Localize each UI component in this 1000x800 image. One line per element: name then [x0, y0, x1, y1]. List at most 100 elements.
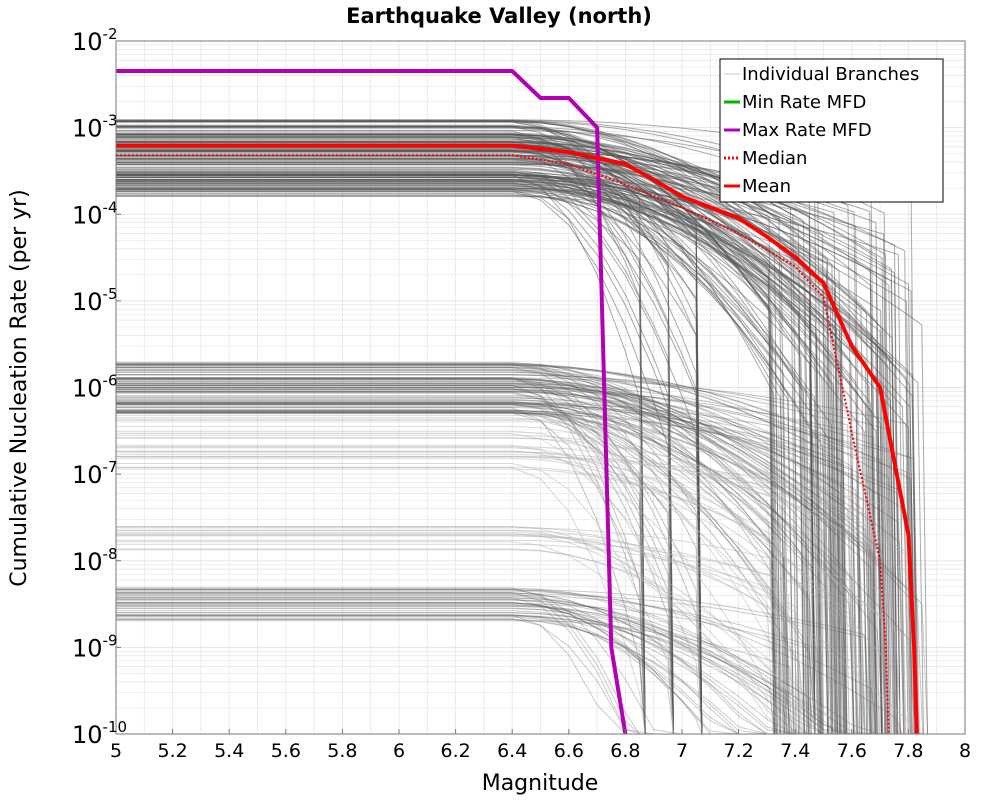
branch-line: [116, 185, 823, 735]
x-tick-label: 7.8: [893, 740, 923, 762]
branch-line: [116, 363, 859, 735]
branch-line: [116, 378, 869, 735]
legend-label: Individual Branches: [742, 64, 919, 85]
branch-line: [116, 385, 911, 735]
branch-line: [116, 409, 775, 735]
branch-line: [116, 403, 674, 735]
branch-line: [116, 392, 674, 735]
y-tick-label: 10-5: [72, 285, 118, 316]
branch-line: [116, 388, 816, 735]
branch-line: [116, 409, 809, 735]
y-tick-label: 10-9: [72, 631, 118, 662]
branch-line: [116, 412, 646, 735]
series-median: [116, 154, 890, 735]
branch-line: [116, 444, 646, 735]
branch-line: [116, 526, 925, 735]
chart-title: Earthquake Valley (north): [346, 4, 652, 28]
branch-line: [116, 366, 858, 735]
x-tick-label: 5.6: [271, 740, 301, 762]
branch-line: [116, 411, 785, 735]
branch-line: [116, 604, 674, 735]
branch-line: [116, 402, 832, 735]
branch-line: [116, 364, 895, 735]
branch-line: [116, 411, 793, 735]
legend-label: Mean: [742, 176, 791, 197]
y-tick-label: 10-8: [72, 545, 118, 576]
branch-line: [116, 590, 878, 735]
branch-line: [116, 602, 785, 735]
branch-line: [116, 181, 674, 735]
x-tick-label: 5.4: [214, 740, 244, 762]
branch-line: [116, 377, 703, 735]
branch-line: [116, 387, 674, 735]
x-tick-label: 7.2: [723, 740, 753, 762]
branch-line: [116, 158, 782, 735]
x-tick-label: 8: [959, 740, 971, 762]
branch-line: [116, 403, 674, 735]
branch-line: [116, 404, 913, 735]
legend: Individual Branches Min Rate MFD Max Rate …: [719, 58, 944, 203]
branch-line: [116, 388, 778, 735]
branch-line: [116, 189, 842, 735]
branch-line: [116, 378, 854, 735]
branch-line: [116, 405, 847, 735]
branch-line: [116, 386, 868, 735]
branch-line: [116, 411, 646, 735]
branch-line: [116, 463, 674, 735]
branch-line: [116, 378, 646, 735]
branch-line: [116, 149, 674, 735]
y-tick-label: 10-4: [72, 198, 118, 229]
branch-line: [116, 614, 851, 735]
branch-line: [116, 592, 646, 735]
x-tick-label: 7.4: [780, 740, 810, 762]
branch-line: [116, 395, 829, 735]
branch-line: [116, 374, 896, 735]
branch-line: [116, 120, 886, 735]
branch-line: [116, 364, 917, 735]
branch-line: [116, 399, 866, 735]
branch-line: [116, 527, 886, 735]
branch-line: [116, 605, 776, 735]
x-tick-label: 7: [676, 740, 688, 762]
y-tick-label: 10-10: [72, 718, 127, 749]
branch-line: [116, 365, 785, 735]
branch-line: [116, 378, 888, 735]
branch-line: [116, 414, 913, 735]
branch-line: [116, 185, 915, 735]
branch-line: [116, 614, 646, 735]
branch-line: [116, 402, 862, 735]
branch-line: [116, 364, 703, 735]
y-axis-label: Cumulative Nucleation Rate (per yr): [7, 189, 32, 587]
branch-line: [116, 172, 915, 735]
branch-line: [116, 549, 836, 735]
branch-line: [116, 456, 843, 735]
branch-line: [116, 389, 880, 735]
branch-line: [116, 407, 646, 735]
branch-line: [116, 396, 819, 735]
legend-box: [719, 58, 944, 203]
branch-line: [116, 382, 864, 735]
branch-line: [116, 412, 916, 735]
branch-line: [116, 386, 887, 735]
branch-line: [116, 457, 791, 735]
legend-label: Median: [742, 148, 807, 169]
branch-line: [116, 535, 816, 735]
x-tick-label: 6.6: [554, 740, 584, 762]
branch-line: [116, 383, 884, 735]
branch-line: [116, 362, 865, 735]
branch-line: [116, 371, 886, 735]
branch-line: [116, 150, 842, 735]
x-tick-label: 5.8: [327, 740, 357, 762]
branch-line: [116, 149, 703, 735]
branch-line: [116, 383, 920, 735]
branch-line: [116, 377, 646, 735]
branch-line: [116, 409, 878, 735]
branch-line: [116, 161, 816, 735]
x-tick-label: 6.2: [440, 740, 470, 762]
branch-line: [116, 119, 846, 735]
branch-line: [116, 587, 646, 735]
branch-line: [116, 369, 809, 735]
series-mean: [116, 143, 919, 735]
branch-line: [116, 127, 808, 735]
